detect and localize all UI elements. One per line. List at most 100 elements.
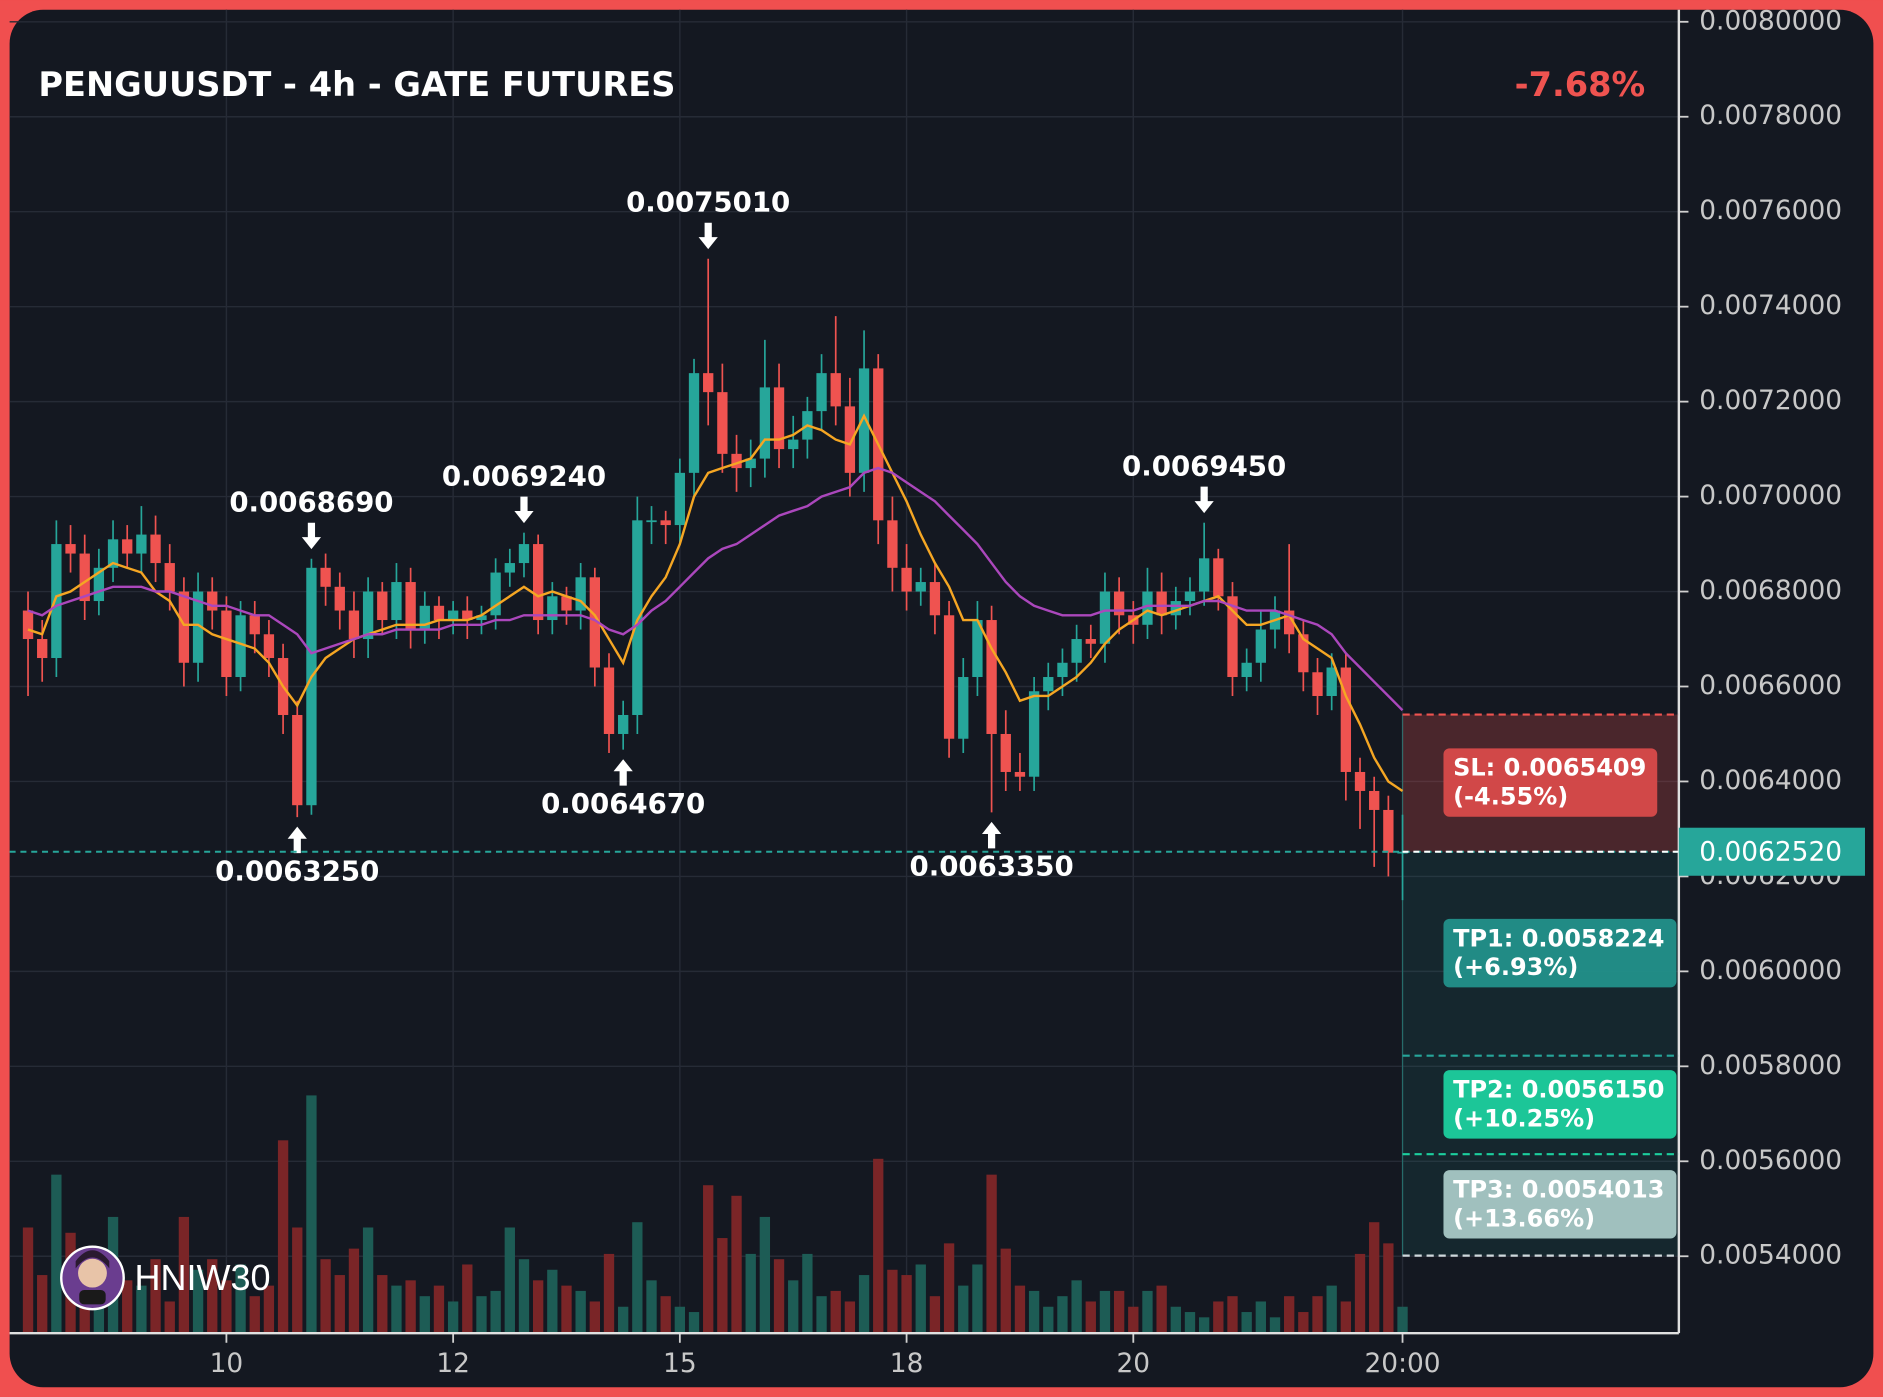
candle-body	[646, 520, 657, 523]
x-tick-label: 20:00	[1364, 1348, 1440, 1379]
candle-body	[37, 639, 48, 659]
level-label: TP2: 0.0056150	[1453, 1076, 1664, 1104]
candle-body	[1227, 596, 1238, 678]
change: -7.68%	[1515, 65, 1646, 104]
candle-body	[419, 605, 430, 630]
volume-bar	[405, 1280, 416, 1334]
candle-body	[377, 591, 388, 621]
volume-bar	[1213, 1301, 1224, 1334]
candle-body	[221, 610, 232, 678]
volume-bar	[1397, 1306, 1408, 1334]
candle-body	[561, 596, 572, 611]
annotation-label: 0.0068690	[229, 486, 393, 519]
annotation-arrow	[514, 496, 534, 524]
volume-bar	[207, 1259, 218, 1334]
volume-bar	[632, 1222, 643, 1334]
volume-bar	[646, 1280, 657, 1334]
candle-body	[618, 714, 629, 734]
volume-bar	[943, 1243, 955, 1334]
volume-bar	[235, 1264, 246, 1334]
last-price-label: 0.0062520	[1699, 836, 1842, 867]
volume-bar	[122, 1280, 133, 1334]
volume-bar	[419, 1296, 430, 1334]
candle-body	[207, 591, 218, 611]
candle-body	[178, 591, 190, 663]
candle-body	[1213, 558, 1224, 597]
volume-bar	[1170, 1306, 1181, 1334]
y-tick-label: 0.0074000	[1699, 290, 1842, 321]
candle-body	[674, 472, 686, 526]
volume-bar	[618, 1306, 629, 1334]
candle-body	[1099, 591, 1111, 644]
candle-body	[788, 439, 799, 450]
volume-bar	[462, 1264, 473, 1334]
level-box	[1443, 748, 1658, 817]
volume-bar	[1383, 1243, 1394, 1334]
avatar	[60, 1245, 125, 1311]
volume-bar	[830, 1290, 841, 1334]
volume-bar	[1071, 1280, 1082, 1334]
candle-body	[192, 591, 204, 663]
annotation-label: 0.0064670	[541, 787, 705, 820]
candle-body	[22, 610, 34, 640]
candle-body	[1241, 662, 1252, 678]
volume-bar	[858, 1275, 870, 1334]
candle-body	[1014, 771, 1026, 777]
volume-bar	[1128, 1306, 1139, 1334]
y-tick-label: 0.0060000	[1699, 955, 1842, 986]
candle-body	[150, 534, 161, 564]
x-tick-label: 12	[436, 1348, 470, 1379]
volume-bar	[362, 1227, 374, 1334]
candle-body	[93, 567, 105, 602]
annotation-label: 0.0075010	[626, 185, 790, 218]
volume-bar	[1014, 1285, 1026, 1334]
volume-bar	[518, 1259, 530, 1334]
candle-body	[1298, 634, 1309, 673]
candle-body	[703, 373, 714, 393]
candle-body	[518, 544, 530, 564]
volume-bar	[1298, 1312, 1309, 1334]
level-label: SL: 0.0065409	[1453, 754, 1646, 782]
annotation-label: 0.0063250	[215, 854, 379, 887]
candle-body	[688, 373, 700, 473]
volume-bar	[22, 1227, 34, 1334]
candle-body	[603, 667, 615, 734]
volume-bar	[901, 1275, 912, 1334]
volume-bar	[1184, 1312, 1196, 1334]
volume-bar	[731, 1195, 742, 1334]
volume-bar	[703, 1185, 714, 1334]
candle-body	[362, 591, 374, 640]
candle-body	[65, 544, 76, 554]
volume-bar	[433, 1285, 445, 1334]
volume-bar	[717, 1238, 728, 1334]
candle-body	[249, 615, 260, 635]
annotation-arrow	[698, 222, 718, 250]
volume-bar	[490, 1290, 501, 1334]
volume-bar	[1156, 1285, 1167, 1334]
volume-bar	[1369, 1222, 1380, 1334]
volume-bar	[37, 1275, 48, 1334]
candle-body	[51, 544, 62, 659]
candle-body	[122, 539, 133, 554]
volume-bar	[292, 1227, 303, 1334]
candle-body	[958, 677, 969, 739]
candle-body	[79, 553, 90, 602]
candle-body	[1340, 667, 1352, 772]
watermark: HNIW30	[135, 1257, 271, 1298]
candle-body	[632, 520, 643, 715]
candle-body	[532, 544, 544, 621]
y-tick-label: 0.0058000	[1699, 1050, 1842, 1081]
volume-bar	[1312, 1296, 1323, 1334]
candle-body	[447, 610, 459, 621]
volume-bar	[1085, 1301, 1096, 1334]
y-tick-label: 0.0070000	[1699, 480, 1842, 511]
volume-bar	[788, 1280, 799, 1334]
chart-title: PENGUUSDT - 4h - GATE FUTURES	[38, 65, 675, 104]
candle-body	[164, 563, 175, 592]
volume-bar	[589, 1301, 600, 1334]
volume-bar	[1269, 1317, 1281, 1334]
volume-bar	[476, 1296, 487, 1334]
volume-bar	[1241, 1312, 1252, 1334]
candle-body	[1142, 591, 1153, 625]
